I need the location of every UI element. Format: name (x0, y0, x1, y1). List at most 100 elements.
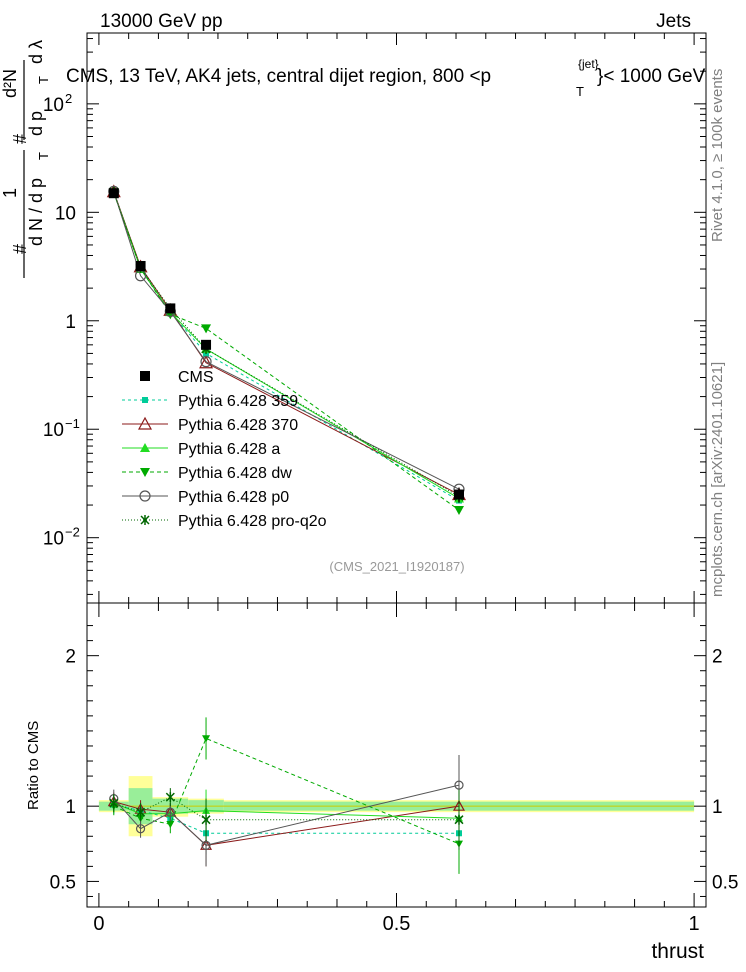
data-point (108, 188, 119, 199)
ratio-xtick-label: 0.5 (383, 913, 411, 935)
legend-label: Pythia 6.428 370 (178, 417, 298, 434)
ylabel-T1: T (36, 152, 51, 160)
main-ytick-exponent: −1 (65, 416, 80, 431)
series-line (113, 191, 460, 490)
data-point (135, 260, 146, 271)
legend-entry: Pythia 6.428 p0 (122, 489, 289, 506)
main-ytick-label: 10 (43, 95, 64, 116)
mcplots-label: mcplots.cern.ch [arXiv:2401.10621] (709, 362, 726, 597)
main-ytick-label: 1 (65, 312, 76, 333)
ratio-point (136, 807, 146, 818)
title-text: CMS, 13 TeV, AK4 jets, central dijet reg… (66, 66, 491, 87)
ratio-frame (86, 602, 707, 908)
ylabel-hash1: # (10, 244, 30, 254)
legend-entry: Pythia 6.428 359 (122, 393, 298, 410)
ratio-point (166, 821, 175, 829)
main-title: CMS, 13 TeV, AK4 jets, central dijet reg… (66, 57, 706, 99)
ratio-line (113, 784, 460, 846)
series-pythia-6-428-359 (110, 189, 462, 504)
main-ytick-exponent: −2 (65, 525, 80, 540)
ratio-ytick-label-right: 1 (712, 797, 723, 818)
data-point (200, 356, 212, 368)
legend-label: Pythia 6.428 pro-q2o (178, 513, 327, 530)
legend-label: Pythia 6.428 dw (178, 465, 292, 482)
title-sub: T (576, 84, 584, 99)
ratio-series-pythia-6-428-pro-q2o (109, 788, 464, 850)
legend: CMS Pythia 6.428 359 Pythia 6.428 370 Pythi… (122, 369, 327, 530)
ratio-line (113, 737, 460, 845)
legend-marker (137, 416, 153, 430)
ratio-xtick-label: 1 (689, 913, 700, 935)
legend-label: Pythia 6.428 a (178, 441, 280, 458)
ratio-point (165, 792, 175, 803)
series-pythia-6-428-370 (106, 184, 467, 501)
data-point (201, 324, 212, 334)
ratio-ytick-label: 1 (65, 797, 76, 818)
ratio-ylabel: Ratio to CMS (25, 721, 42, 810)
series-line (113, 192, 460, 499)
main-ytick-exponent: 2 (65, 91, 72, 106)
data-point (199, 355, 214, 369)
ylabel-hash2: # (10, 134, 30, 144)
legend-marker (140, 371, 150, 381)
legend-marker (139, 490, 151, 502)
legend-label: Pythia 6.428 p0 (178, 489, 289, 506)
series-line (113, 192, 460, 501)
main-ytick-label: 10 (43, 420, 64, 441)
ratio-xtick-label: 0 (93, 913, 104, 935)
ylabel-one: 1 (0, 188, 20, 198)
ratio-bands (98, 776, 695, 837)
ylabel-d2N: d²N (0, 69, 20, 98)
legend-entry: Pythia 6.428 pro-q2o (122, 513, 327, 530)
ratio-line (113, 796, 459, 821)
legend-label: CMS (178, 369, 214, 386)
ratio-series-pythia-6-428-370 (107, 776, 466, 867)
ratio-point (201, 840, 211, 850)
series-line (113, 191, 460, 495)
main-ytick-label: 10 (43, 529, 64, 550)
header-right: Jets (656, 11, 691, 32)
ylabel-dpT: d p (26, 111, 46, 136)
legend-marker (140, 443, 150, 452)
legend-entry: Pythia 6.428 a (122, 441, 280, 458)
series-pythia-6-428-pro-q2o (109, 186, 464, 502)
ratio-series-pythia-6-428-dw (109, 717, 463, 874)
ratio-xlabel: thrust (651, 940, 704, 963)
legend-entry: CMS (140, 369, 214, 386)
ratio-point (454, 814, 464, 825)
ratio-series (107, 717, 466, 874)
legend-label: Pythia 6.428 359 (178, 393, 298, 410)
ratio-point (165, 807, 175, 817)
main-ytick-label: 10 (55, 203, 76, 224)
data-point (201, 339, 212, 350)
ratio-ytick-label-right: 2 (712, 647, 723, 668)
series-line (113, 191, 460, 497)
ratio-point (135, 824, 146, 834)
data-point (453, 489, 464, 500)
header-left: 13000 GeV pp (100, 11, 223, 32)
ratio-point (201, 814, 211, 825)
title-tail: }< 1000 GeV (597, 66, 706, 87)
legend-entry: Pythia 6.428 370 (122, 416, 298, 434)
ratio-point (454, 780, 464, 790)
series-line (113, 192, 460, 511)
legend-marker (142, 397, 148, 403)
series-cms (108, 188, 464, 503)
ylabel-dN: d N / d p (26, 178, 46, 246)
ratio-ytick-label: 2 (65, 647, 76, 668)
rivet-label: Rivet 4.1.0, ≥ 100k events (709, 69, 726, 242)
main-series (106, 184, 467, 516)
title-sup: {jet} (578, 57, 599, 71)
analysis-watermark: (CMS_2021_I1920187) (329, 559, 464, 574)
data-point (453, 506, 464, 516)
ratio-point (202, 735, 211, 743)
ylabel-T2: T (36, 76, 51, 84)
legend-entry: Pythia 6.428 dw (122, 465, 292, 482)
legend-marker (140, 468, 150, 477)
ylabel-dlam: d λ (26, 40, 46, 64)
ratio-ytick-label: 0.5 (50, 872, 76, 893)
series-pythia-6-428-a (108, 187, 464, 503)
data-point (165, 303, 176, 314)
